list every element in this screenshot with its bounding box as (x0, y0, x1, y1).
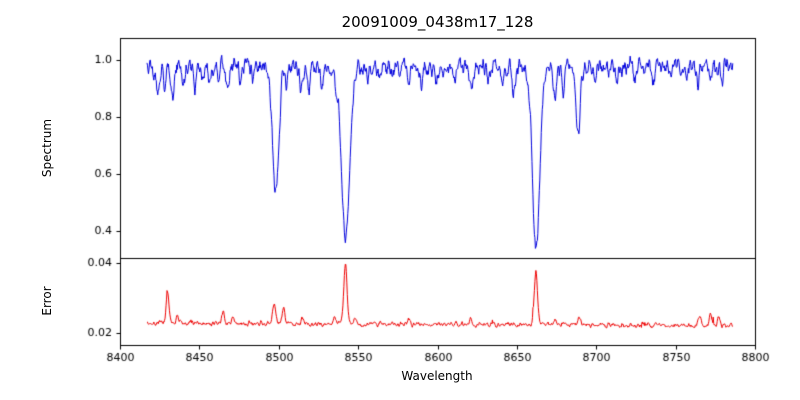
error-y-axis-label: Error (40, 286, 54, 316)
wavelength-x-axis-label: Wavelength (401, 369, 473, 383)
spectrum-y-axis-label: Spectrum (40, 118, 54, 178)
chart-title: 20091009_0438m17_128 (341, 13, 534, 31)
